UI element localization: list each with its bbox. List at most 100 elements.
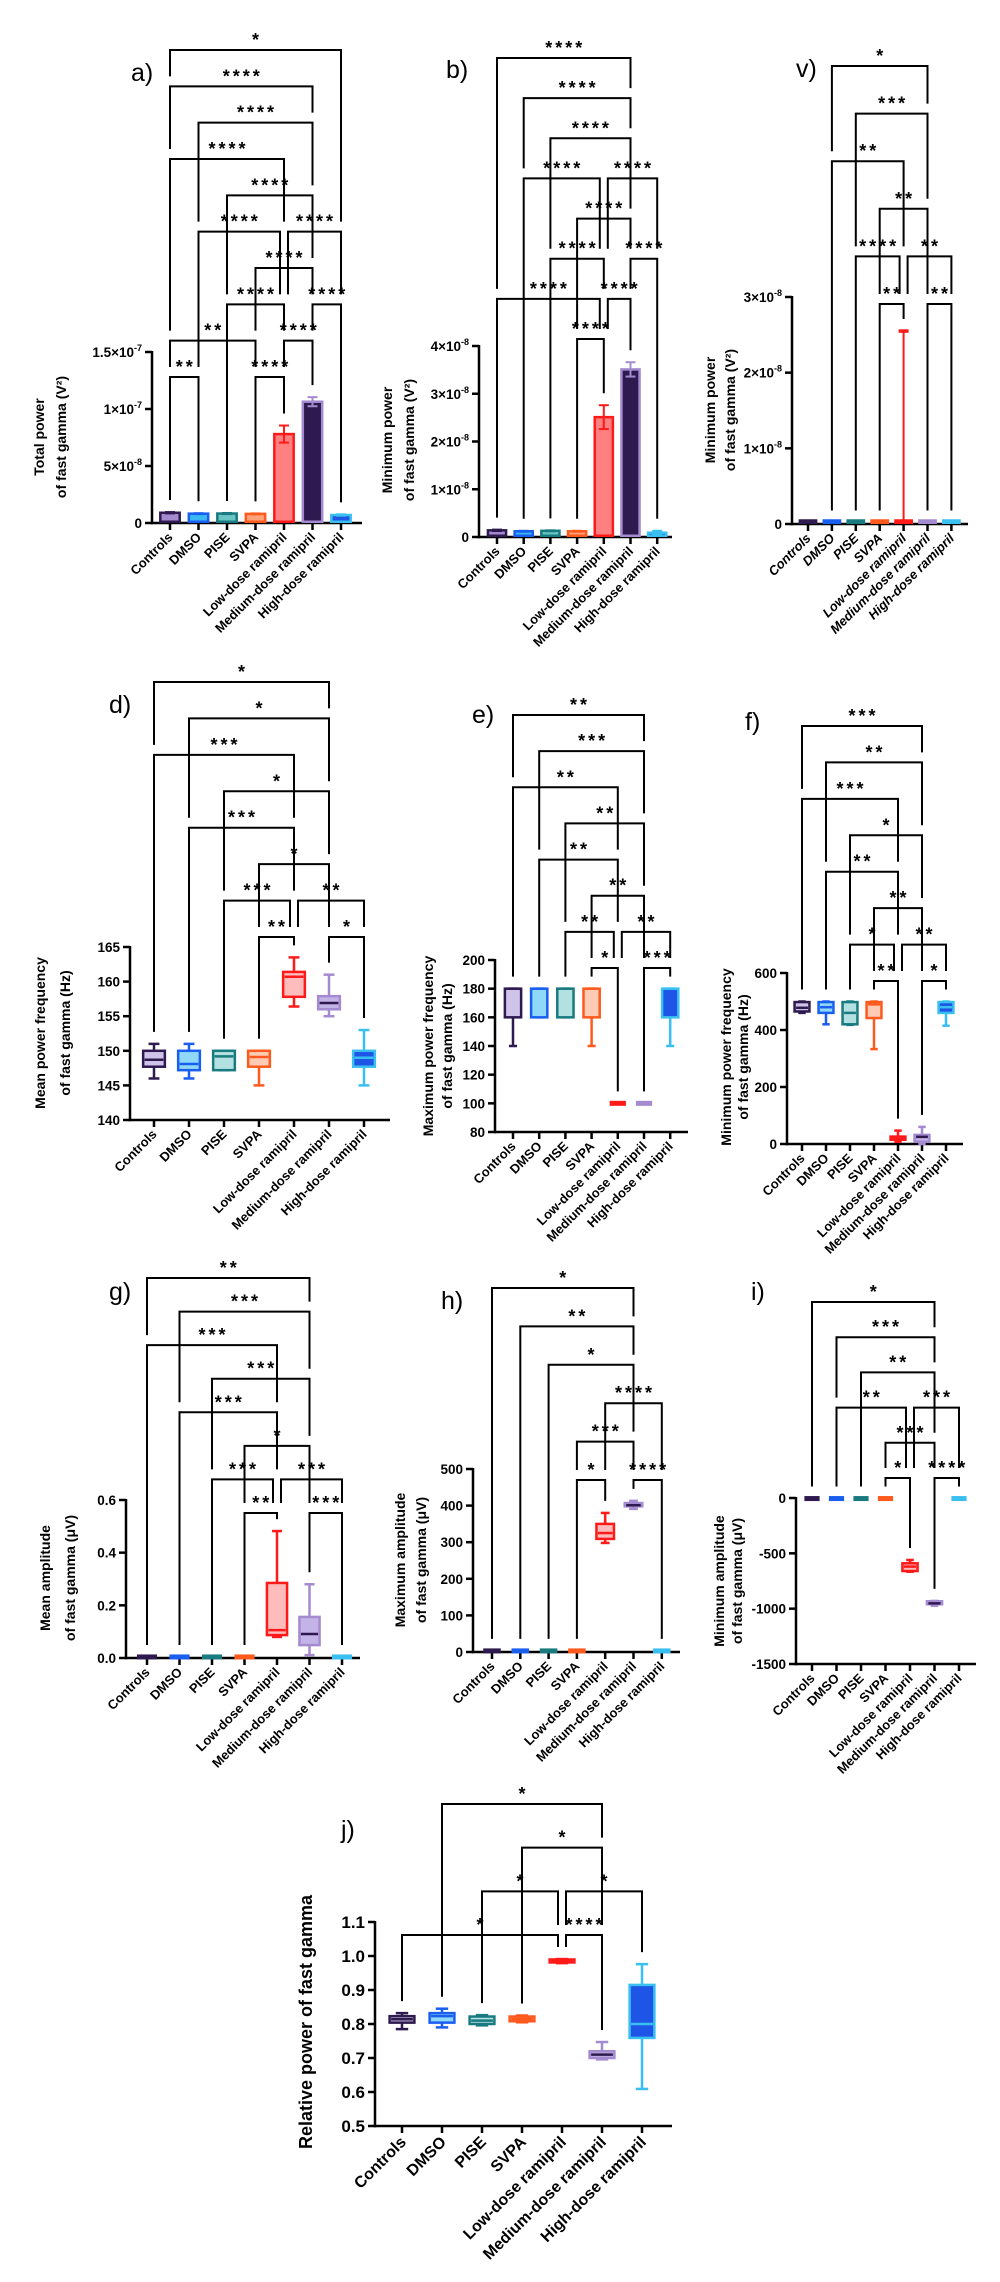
y-tick-label: 155 [97, 1009, 120, 1024]
significance-bracket [801, 725, 923, 789]
y-tick-value: 165 [97, 940, 120, 955]
significance-bracket [522, 97, 632, 169]
y-tick-value: 0.6 [97, 1493, 116, 1508]
significance-label: * [601, 948, 611, 968]
bar-dmso [822, 519, 842, 524]
significance-bracket [178, 1310, 311, 1403]
y-tick-label: 0.0 [97, 1651, 116, 1666]
significance-label: * [516, 1871, 526, 1891]
y-tick-label: 0.8 [341, 2015, 365, 2034]
significance-bracket [825, 761, 923, 862]
x-tick-label: DMSO [404, 2134, 450, 2180]
y-tick-label: 4×10-8 [431, 337, 469, 354]
y-tick-label: 200 [754, 1080, 777, 1095]
y-tick-value: 5×10 [104, 459, 134, 474]
significance-bracket [243, 1512, 278, 1645]
box-low-dose-ramipril [281, 970, 307, 999]
y-tick-value: -500 [759, 1546, 786, 1561]
y-tick-value: 0 [778, 1491, 786, 1506]
box-pise [211, 1049, 237, 1072]
y-tick-exponent: -7 [134, 343, 142, 353]
bar-medium-dose-ramipril [301, 400, 324, 524]
significance-bracket [590, 967, 619, 1092]
y-tick-label: 0.5 [341, 2117, 365, 2136]
y-tick-value: 0 [461, 530, 469, 545]
significance-bracket [522, 177, 601, 519]
y-tick-label: 1.5×10-7 [92, 343, 142, 360]
box-high-dose-ramipril [331, 1654, 353, 1660]
y-axis-label: Relative power of fast gamma [296, 1894, 316, 2149]
data-marks [483, 1499, 671, 1654]
significance-label: ** [581, 912, 601, 932]
significance-bracket [211, 1377, 311, 1470]
box-high-dose-ramipril [653, 1648, 671, 1654]
significance-bracket [311, 303, 342, 503]
significance-label: * [600, 1871, 610, 1891]
significance-bracket [538, 750, 645, 850]
y-tick-exponent: -8 [774, 364, 782, 374]
x-tick-label: Controls [351, 2134, 410, 2193]
significance-label: **** [928, 1458, 968, 1478]
box-high-dose-ramipril [660, 987, 680, 1019]
panel-f: f) 0 200 400 600 Minimum power frequency of fa… [718, 706, 963, 1257]
data-marks [388, 1957, 656, 2091]
significance-label: * [868, 925, 878, 945]
significance-bracket [146, 1277, 311, 1336]
significance-annotations: ****************************************… [169, 30, 345, 503]
box-dmso [828, 1496, 845, 1502]
significance-label: **** [614, 158, 654, 178]
significance-label: ** [268, 917, 288, 937]
data-marks [793, 1000, 955, 1146]
y-tick-value: 200 [440, 1572, 463, 1587]
significance-bracket [197, 121, 314, 222]
significance-bracket [565, 1934, 603, 2031]
significance-label: **** [615, 1383, 655, 1403]
significance-bracket [287, 230, 342, 295]
significance-label: *** [210, 735, 240, 755]
y-tick-label: -1000 [751, 1602, 786, 1617]
significance-label: **** [237, 103, 277, 123]
y-tick-value: 0 [774, 517, 782, 532]
y-tick-value: 0.4 [97, 1546, 116, 1561]
significance-bracket [146, 1344, 278, 1645]
y-tick-label: 1×10-8 [744, 439, 782, 456]
significance-bracket [849, 834, 923, 935]
significance-label: ** [883, 284, 903, 304]
y-axis-label: of fast gamma (μV) [729, 1518, 745, 1644]
y-tick-label: 500 [440, 1462, 463, 1477]
panel-label: a) [131, 59, 153, 87]
y-tick-exponent: -8 [461, 480, 469, 490]
significance-bracket [565, 1890, 643, 1953]
y-tick-label: -1500 [751, 1657, 786, 1672]
y-tick-value: 3×10 [431, 387, 461, 402]
significance-label: *** [247, 1359, 277, 1379]
y-tick-label: 2×10-8 [744, 364, 782, 381]
y-tick-value: 160 [462, 1010, 485, 1025]
significance-label: * [343, 917, 353, 937]
significance-bracket [604, 1402, 663, 1470]
significance-label: **** [601, 279, 641, 299]
significance-label: **** [559, 239, 599, 259]
significance-label: **** [629, 1460, 669, 1480]
y-tick-value: 0 [769, 1137, 777, 1152]
significance-bracket [564, 930, 615, 977]
significance-label: *** [228, 808, 258, 828]
box-medium-dose-ramipril [298, 1615, 321, 1647]
y-tick-exponent: -7 [134, 400, 142, 410]
significance-bracket [606, 177, 659, 249]
significance-bracket [873, 980, 899, 1119]
y-axis-label: of fast gamma (Hz) [57, 970, 73, 1095]
significance-label: ** [204, 321, 224, 341]
significance-label: *** [923, 1388, 953, 1408]
y-tick-value: 145 [97, 1078, 120, 1093]
significance-label: * [476, 1915, 486, 1935]
significance-label: **** [237, 284, 277, 304]
significance-bracket [830, 65, 929, 152]
y-tick-value: 4×10 [431, 339, 461, 354]
significance-bracket [590, 894, 645, 958]
significance-label: ** [859, 141, 879, 161]
significance-label: ** [322, 881, 342, 901]
y-tick-label: 160 [462, 1010, 485, 1025]
